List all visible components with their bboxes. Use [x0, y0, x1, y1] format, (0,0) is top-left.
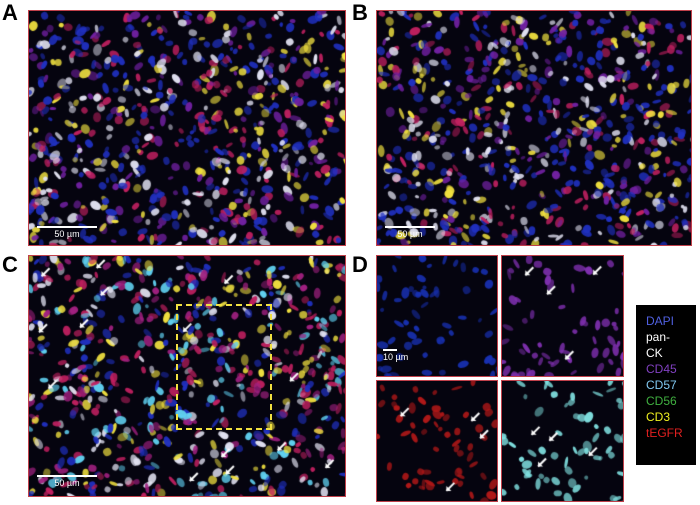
scale-bar-label: 10 µm — [383, 352, 409, 362]
micrograph-d-dapi: 10 µm — [376, 255, 498, 377]
micrograph-image — [502, 381, 623, 501]
legend-cd56: CD56 — [646, 394, 677, 408]
micrograph-b: 50 µm — [376, 10, 692, 246]
micrograph-c: 50 µm — [28, 255, 346, 497]
panel-label-a: A — [2, 0, 18, 25]
panel-label-b: B — [352, 0, 368, 25]
panel-label-c: C — [2, 252, 18, 277]
micrograph-image — [377, 256, 497, 376]
legend-cd57: CD57 — [646, 378, 677, 392]
micrograph-a: 50 µm — [28, 10, 346, 246]
legend-cd45: CD45 — [646, 362, 677, 376]
scale-bar-label: 50 µm — [54, 229, 80, 239]
legend-panck: pan- — [646, 330, 671, 344]
micrograph-image — [502, 256, 623, 376]
micrograph-image — [29, 11, 345, 245]
zoom-region-box — [176, 304, 272, 430]
legend-cd3: CD3 — [646, 410, 671, 424]
micrograph-image — [377, 11, 691, 245]
micrograph-d-cd45 — [501, 255, 624, 377]
micrograph-d-tegfr — [376, 380, 498, 502]
legend-tegfr: tEGFR — [646, 426, 683, 440]
micrograph-image — [377, 381, 497, 501]
channel-legend: DAPI pan- CK CD45 CD57 CD56 CD3 tEGFR — [636, 305, 696, 465]
scale-bar-label: 50 µm — [54, 478, 80, 488]
legend-dapi: DAPI — [646, 314, 675, 328]
scale-bar-label: 50 µm — [397, 229, 423, 239]
micrograph-d-cd57 — [501, 380, 624, 502]
panel-label-d: D — [352, 252, 368, 277]
micrograph-image — [29, 256, 345, 496]
legend-ck: CK — [646, 346, 663, 360]
